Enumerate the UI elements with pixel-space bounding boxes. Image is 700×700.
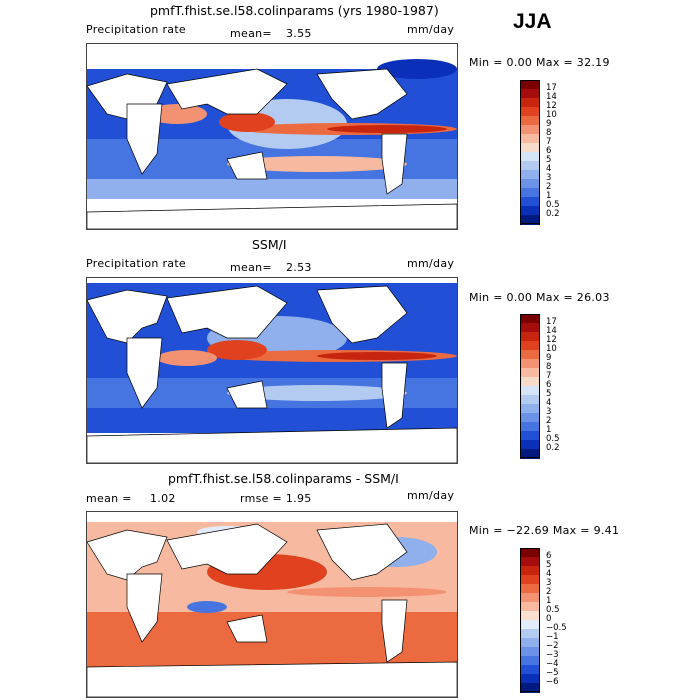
- panel-3-rmse: rmse = 1.95: [240, 492, 312, 505]
- colorbar-level-label: 0.5: [546, 434, 560, 444]
- panel-2-left-label: Precipitation rate: [86, 257, 186, 270]
- panel-3-units: mm/day: [407, 489, 455, 502]
- panel-1-mean-value: 3.55: [286, 27, 312, 40]
- panel-1-minmax: Min = 0.00 Max = 32.19: [469, 56, 610, 69]
- colorbar-level-label: 2: [546, 416, 552, 426]
- colorbar-level-label: 10: [546, 344, 557, 354]
- colorbar-level-label: 4: [546, 164, 552, 174]
- colorbar-level-label: 9: [546, 119, 552, 129]
- colorbar-level-label: −5: [546, 668, 559, 678]
- panel-3-minmax: Min = −22.69 Max = 9.41: [469, 524, 620, 537]
- colorbar-level-label: 0.5: [546, 605, 560, 615]
- panel-1-left-label: Precipitation rate: [86, 23, 186, 36]
- panel-2-colorbar: 17 14 12 10 9 8 7 6 5 4 3 2 1 0.5 0.2: [520, 314, 560, 459]
- panel-3-colorbar: 6 5 4 3 2 1 0.5 0 −0.5 −1 −2 −3 −4 −5 −6: [520, 548, 567, 693]
- panel-2-title: SSM/I: [252, 237, 287, 252]
- colorbar-level-label: 1: [546, 191, 552, 201]
- panel-3-mean-label: mean =: [86, 492, 132, 505]
- panel-1-title: pmfT.fhist.se.l58.colinparams (yrs 1980-…: [150, 3, 439, 18]
- colorbar-level-label: 5: [546, 389, 552, 399]
- colorbar-level-label: 2: [546, 587, 552, 597]
- colorbar-level-label: −0.5: [546, 623, 567, 633]
- colorbar-level-label: 3: [546, 407, 552, 417]
- colorbar-level-label: −6: [546, 677, 559, 687]
- colorbar-level-label: 6: [546, 551, 552, 561]
- colorbar-level-label: 0: [546, 614, 552, 624]
- colorbar-level-label: 7: [546, 137, 552, 147]
- colorbar-level-label: 1: [546, 596, 552, 606]
- panel-1-map: [86, 43, 458, 230]
- panel-2-map: [86, 277, 458, 464]
- colorbar-level-label: 0.5: [546, 200, 560, 210]
- panel-2-units: mm/day: [407, 257, 455, 270]
- colorbar-level-label: 0.2: [546, 209, 560, 219]
- panel-1-units: mm/day: [407, 23, 455, 36]
- colorbar-level-label: 3: [546, 578, 552, 588]
- colorbar-level-label: 0.2: [546, 443, 560, 453]
- panel-1-mean-label: mean=: [230, 27, 272, 40]
- colorbar-level-label: −1: [546, 632, 559, 642]
- colorbar-level-label: 14: [546, 92, 557, 102]
- colorbar-level-label: −2: [546, 641, 559, 651]
- colorbar-level-label: 17: [546, 83, 557, 93]
- colorbar-level-label: 2: [546, 182, 552, 192]
- panel-2-minmax: Min = 0.00 Max = 26.03: [469, 291, 610, 304]
- colorbar-level-label: 4: [546, 398, 552, 408]
- panel-1-colorbar: 17 14 12 10 9 8 7 6 5 4 3 2 1 0.5 0.2: [520, 80, 560, 225]
- colorbar-frame: [520, 548, 540, 692]
- panel-3-map: [86, 511, 458, 698]
- panel-2-mean-value: 2.53: [286, 261, 312, 274]
- panel-3-mean-value: 1.02: [150, 492, 176, 505]
- colorbar-level-label: 17: [546, 317, 557, 327]
- colorbar-level-label: 8: [546, 362, 552, 372]
- panel-3-title: pmfT.fhist.se.l58.colinparams - SSM/I: [168, 471, 399, 486]
- colorbar-frame: [520, 80, 540, 224]
- colorbar-level-label: 9: [546, 353, 552, 363]
- colorbar-level-label: 1: [546, 425, 552, 435]
- colorbar-level-label: −3: [546, 650, 559, 660]
- colorbar-level-label: 14: [546, 326, 557, 336]
- colorbar-level-label: 6: [546, 380, 552, 390]
- colorbar-level-label: 12: [546, 101, 557, 111]
- colorbar-level-label: 4: [546, 569, 552, 579]
- panel-2-mean-label: mean=: [230, 261, 272, 274]
- colorbar-level-label: 8: [546, 128, 552, 138]
- colorbar-level-label: 12: [546, 335, 557, 345]
- colorbar-level-label: −4: [546, 659, 559, 669]
- colorbar-level-label: 10: [546, 110, 557, 120]
- colorbar-level-label: 7: [546, 371, 552, 381]
- colorbar-level-label: 3: [546, 173, 552, 183]
- colorbar-level-label: 6: [546, 146, 552, 156]
- colorbar-frame: [520, 314, 540, 458]
- colorbar-level-label: 5: [546, 560, 552, 570]
- colorbar-level-label: 5: [546, 155, 552, 165]
- season-label: JJA: [513, 10, 552, 33]
